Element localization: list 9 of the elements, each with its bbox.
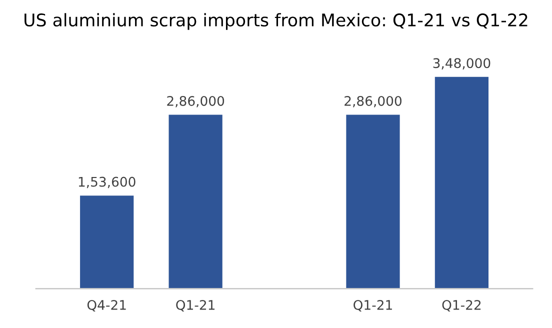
x-tick-label: Q4-21 bbox=[87, 300, 126, 312]
x-tick-label: Q1-21 bbox=[176, 300, 215, 312]
data-label: 2,86,000 bbox=[167, 96, 224, 108]
x-tick-label: Q1-22 bbox=[442, 300, 481, 312]
chart-title: US aluminium scrap imports from Mexico: Q1-21 vs Q1-22 bbox=[24, 13, 528, 30]
data-label: 3,48,000 bbox=[433, 58, 490, 70]
data-label: 1,53,600 bbox=[78, 176, 136, 188]
data-label: 2,86,000 bbox=[344, 96, 402, 108]
x-tick-label: Q1-21 bbox=[354, 300, 392, 312]
